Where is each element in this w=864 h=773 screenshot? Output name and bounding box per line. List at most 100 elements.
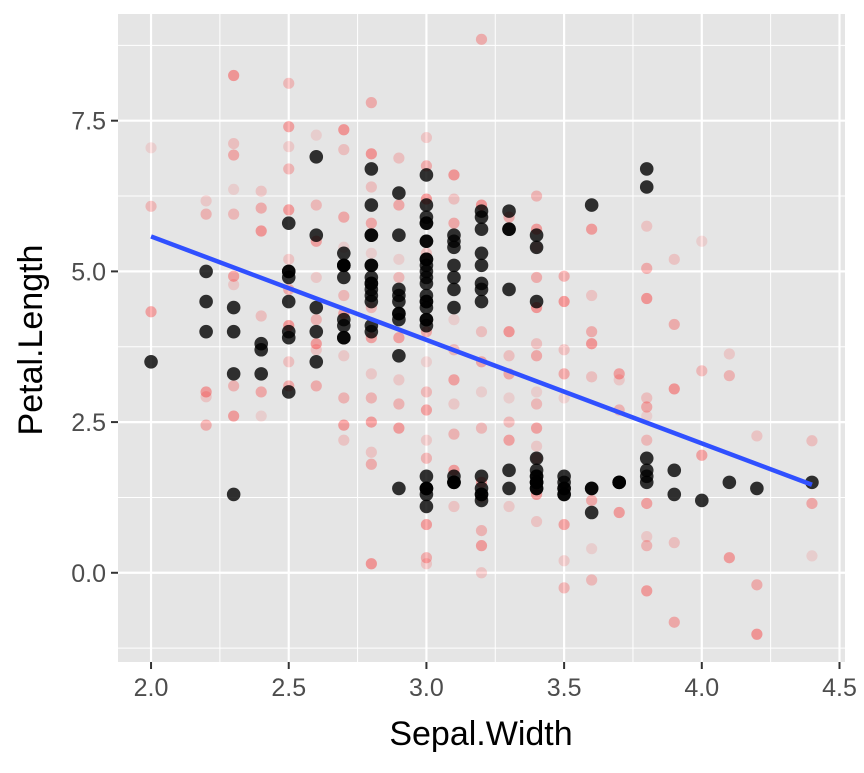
jittered-point (641, 540, 653, 552)
jittered-point (723, 370, 735, 382)
jittered-point (420, 518, 433, 531)
jittered-point (393, 398, 405, 410)
jittered-point (365, 247, 377, 259)
observed-point (529, 228, 544, 243)
jittered-point (613, 374, 625, 386)
observed-point (447, 282, 461, 297)
observed-point (364, 258, 379, 273)
observed-point (337, 258, 351, 273)
jittered-point (530, 271, 543, 284)
jittered-point (448, 428, 460, 440)
jittered-point (696, 365, 708, 377)
observed-point (667, 487, 682, 502)
jittered-point (586, 494, 598, 507)
jittered-point (310, 344, 322, 356)
jittered-point (641, 401, 653, 413)
jittered-point (393, 199, 405, 211)
jittered-point (310, 129, 322, 141)
jittered-point (338, 419, 350, 431)
jittered-point (310, 199, 322, 211)
jittered-point (228, 208, 240, 220)
observed-point (447, 300, 461, 315)
jittered-point (475, 386, 488, 398)
jittered-point (420, 552, 433, 564)
jittered-point (448, 193, 460, 205)
jittered-point (200, 195, 212, 207)
jittered-point (310, 314, 322, 326)
data-points (144, 33, 819, 640)
jittered-point (393, 271, 405, 284)
jittered-point (530, 338, 543, 350)
jittered-point (475, 567, 488, 579)
jittered-point (641, 262, 653, 274)
jittered-point (696, 235, 708, 247)
jittered-point (228, 69, 240, 82)
jittered-point (338, 434, 350, 446)
observed-point (529, 451, 544, 466)
x-tick-label: 4.0 (684, 674, 719, 702)
jittered-point (228, 279, 240, 291)
observed-point (447, 258, 461, 273)
jittered-point (365, 148, 377, 160)
jittered-point (503, 350, 515, 362)
observed-point (419, 198, 434, 212)
observed-point (419, 481, 434, 496)
observed-point (309, 228, 324, 243)
y-axis-title: Petal.Length (12, 245, 50, 436)
regression-line-group (150, 234, 813, 487)
jittered-point (393, 422, 405, 434)
observed-point (254, 367, 268, 381)
observed-point (337, 246, 351, 261)
observed-point (392, 282, 406, 297)
jittered-point (641, 392, 653, 404)
observed-point (392, 294, 406, 309)
y-tick-label: 0.0 (71, 560, 106, 588)
observed-point (419, 288, 434, 303)
jittered-point (475, 524, 488, 537)
jittered-point (723, 552, 735, 564)
observed-point (419, 312, 434, 327)
observed-point (502, 463, 516, 478)
jittered-point (393, 332, 405, 344)
jittered-point (586, 543, 598, 555)
jittered-point (255, 386, 267, 398)
observed-point (502, 204, 516, 218)
jittered-point (255, 225, 267, 237)
y-tick-label: 2.5 (71, 409, 106, 437)
observed-point (392, 186, 406, 200)
observed-point (281, 216, 296, 230)
jittered-point (668, 318, 680, 331)
jittered-point (641, 220, 653, 232)
jittered-point (503, 416, 515, 428)
jittered-point (586, 371, 598, 383)
observed-point (529, 240, 544, 255)
observed-point (419, 276, 434, 291)
observed-point (639, 180, 654, 194)
jittered-point (200, 419, 212, 431)
jittered-point (448, 217, 460, 229)
observed-point (502, 282, 516, 297)
jittered-point (365, 416, 377, 428)
jittered-point (530, 190, 543, 202)
observed-point (474, 222, 489, 236)
jittered-point (228, 149, 240, 161)
jittered-point (310, 271, 322, 284)
jittered-point (420, 558, 433, 570)
jittered-point (393, 253, 405, 265)
jittered-point (338, 350, 350, 362)
jittered-point (530, 386, 543, 398)
jittered-point (475, 422, 488, 434)
observed-point (474, 481, 489, 496)
observed-point (447, 240, 461, 255)
observed-point (419, 234, 434, 249)
jittered-point (503, 434, 515, 446)
jittered-point (723, 348, 735, 360)
jittered-point (283, 163, 295, 175)
jittered-point (530, 350, 543, 362)
jittered-point (448, 398, 460, 410)
jittered-point (338, 392, 350, 404)
observed-point (337, 330, 351, 345)
observed-point (584, 481, 599, 496)
observed-point (364, 276, 379, 291)
jittered-point (475, 33, 488, 45)
